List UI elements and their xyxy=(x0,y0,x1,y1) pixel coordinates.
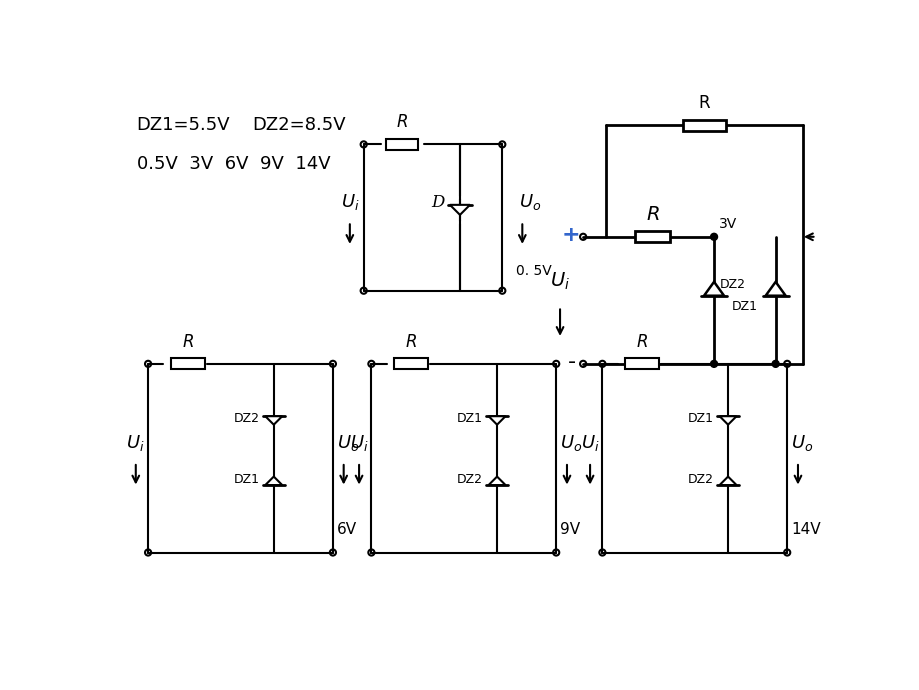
Text: $R$: $R$ xyxy=(636,334,648,351)
Text: $U_i$: $U_i$ xyxy=(340,192,358,212)
Polygon shape xyxy=(265,477,282,485)
Text: DZ1: DZ1 xyxy=(457,413,482,426)
Text: $U_o$: $U_o$ xyxy=(560,433,582,453)
Text: DZ1: DZ1 xyxy=(731,299,757,313)
Text: $R$: $R$ xyxy=(405,334,417,351)
Text: $U_o$: $U_o$ xyxy=(518,192,541,212)
Text: DZ2: DZ2 xyxy=(687,473,713,486)
Text: 14V: 14V xyxy=(790,522,820,537)
Text: DZ1=5.5V: DZ1=5.5V xyxy=(136,116,230,134)
Text: DZ2: DZ2 xyxy=(720,279,745,291)
Text: DZ2=8.5V: DZ2=8.5V xyxy=(252,116,346,134)
Text: $U_i$: $U_i$ xyxy=(126,433,145,453)
Polygon shape xyxy=(488,477,505,485)
Bar xyxy=(634,231,669,242)
Polygon shape xyxy=(449,205,470,215)
Bar xyxy=(386,139,418,150)
Bar xyxy=(394,359,428,369)
Text: +: + xyxy=(561,225,580,245)
Bar xyxy=(683,120,725,130)
Text: DZ2: DZ2 xyxy=(457,473,482,486)
Text: 6V: 6V xyxy=(336,522,357,537)
Polygon shape xyxy=(765,282,785,296)
Text: 3V: 3V xyxy=(718,217,736,230)
Text: $U_o$: $U_o$ xyxy=(790,433,812,453)
Text: DZ1: DZ1 xyxy=(687,413,713,426)
Text: $U_i$: $U_i$ xyxy=(580,433,599,453)
Text: 0. 5V: 0. 5V xyxy=(516,264,551,279)
Polygon shape xyxy=(265,416,282,424)
Polygon shape xyxy=(488,416,505,424)
Text: DZ2: DZ2 xyxy=(233,413,259,426)
Text: DZ1: DZ1 xyxy=(233,473,259,486)
Text: $R$: $R$ xyxy=(396,115,408,131)
Circle shape xyxy=(709,360,717,367)
Text: $U_o$: $U_o$ xyxy=(336,433,358,453)
Bar xyxy=(625,359,659,369)
Polygon shape xyxy=(719,416,736,424)
Polygon shape xyxy=(719,477,736,485)
Text: $U_i$: $U_i$ xyxy=(349,433,368,453)
Text: 9V: 9V xyxy=(560,522,580,537)
Text: D: D xyxy=(431,194,444,210)
Text: R: R xyxy=(698,94,709,112)
Text: $U_i$: $U_i$ xyxy=(550,270,570,292)
Text: -: - xyxy=(568,353,576,373)
Circle shape xyxy=(771,360,778,367)
Polygon shape xyxy=(703,282,723,296)
Bar xyxy=(171,359,205,369)
Text: $R$: $R$ xyxy=(182,334,194,351)
Text: 0.5V  3V  6V  9V  14V: 0.5V 3V 6V 9V 14V xyxy=(136,155,330,172)
Text: $R$: $R$ xyxy=(645,206,659,224)
Circle shape xyxy=(709,233,717,240)
